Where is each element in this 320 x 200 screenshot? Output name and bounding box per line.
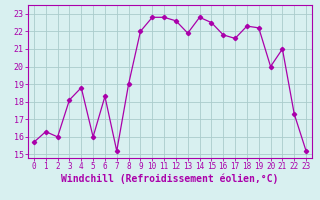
X-axis label: Windchill (Refroidissement éolien,°C): Windchill (Refroidissement éolien,°C) (61, 174, 279, 184)
